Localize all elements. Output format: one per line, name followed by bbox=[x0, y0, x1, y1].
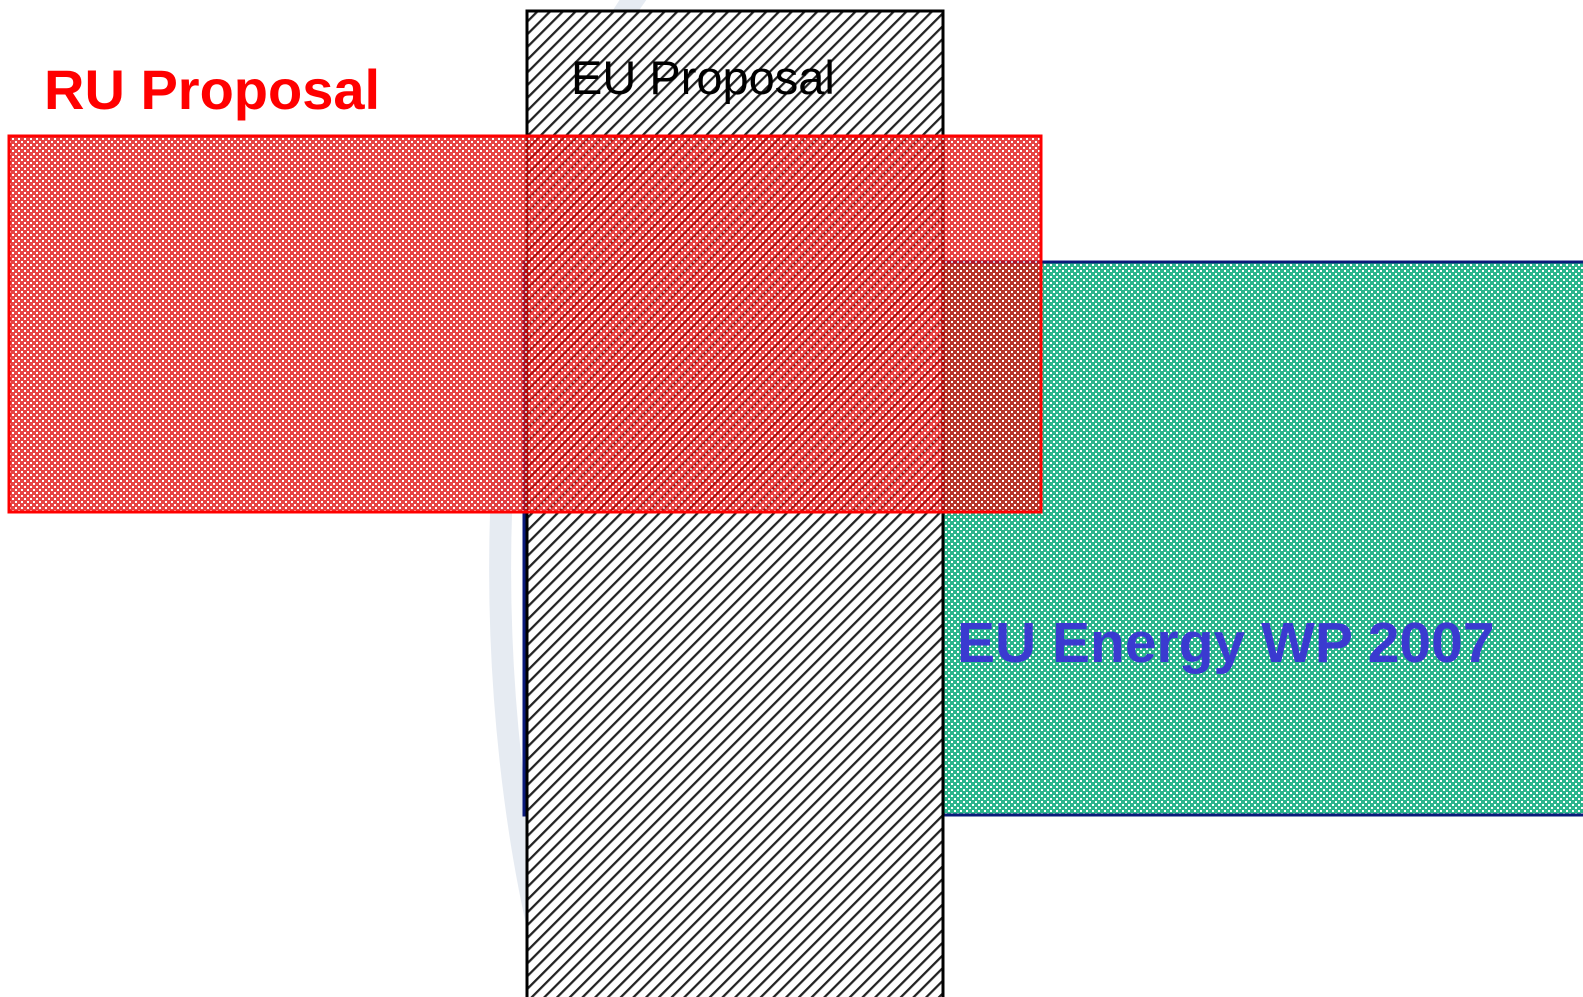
eu-proposal-label: EU Proposal bbox=[571, 51, 835, 104]
eu-energy-wp-label: EU Energy WP 2007 bbox=[957, 611, 1495, 675]
ru-proposal-box bbox=[7, 134, 1043, 514]
ru-proposal-label: RU Proposal bbox=[44, 58, 381, 121]
